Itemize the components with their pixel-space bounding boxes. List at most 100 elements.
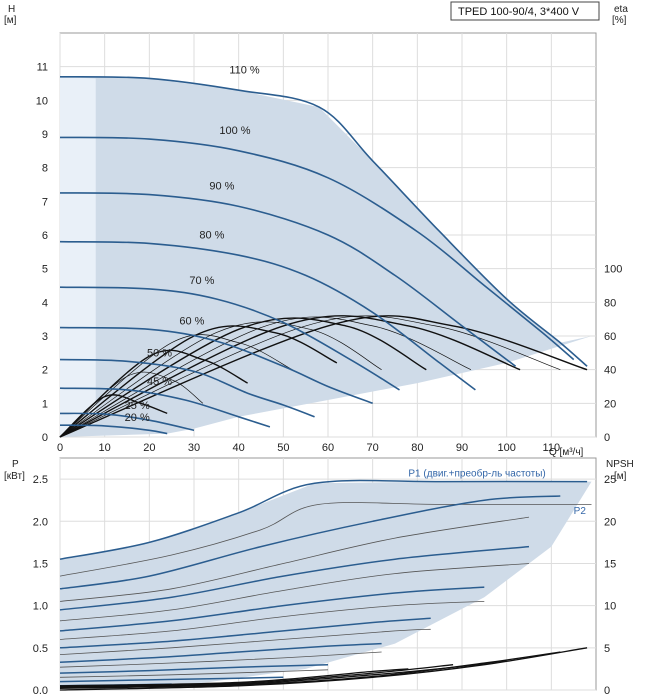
- flow-tick-label: 30: [188, 442, 200, 454]
- head-tick-label: 8: [42, 163, 48, 175]
- npsh-curve: [59, 668, 409, 687]
- p2-curve: [59, 502, 592, 577]
- head-tick-label: 11: [37, 62, 48, 74]
- flow-tick-label: 0: [57, 442, 63, 454]
- head-tick-label: 5: [42, 264, 48, 276]
- head-tick-label: 7: [42, 196, 48, 208]
- flow-tick-label: 40: [233, 442, 245, 454]
- npsh-axis-unit: [м]: [614, 471, 627, 482]
- efficiency-curve: [59, 315, 521, 438]
- efficiency-curve: [59, 334, 293, 438]
- head-low-flow-zone: [60, 76, 96, 438]
- eta-tick-label: 40: [604, 365, 616, 377]
- npsh-curve: [59, 659, 507, 689]
- speed-curve: [59, 240, 476, 391]
- p1-series-label: P1 (двиг.+преобр-ль частоты): [408, 468, 545, 480]
- head-tick-label: 9: [42, 129, 48, 141]
- speed-curve: [59, 76, 588, 367]
- head-operating-envelope: [60, 76, 592, 438]
- efficiency-curve: [59, 321, 382, 438]
- npsh-tick-label: 0: [604, 685, 610, 697]
- head-axis-unit: [м]: [4, 15, 17, 26]
- power-axis-unit: [кВт]: [4, 471, 25, 482]
- npsh-tick-label: 5: [604, 643, 610, 655]
- eta-axis-title: eta: [614, 4, 628, 15]
- speed-curve-label: 50 %: [147, 347, 172, 359]
- flow-axis-label: Q [м³/ч]: [549, 447, 584, 458]
- p1-curve: [59, 617, 431, 649]
- npsh-tick-label: 10: [604, 601, 616, 613]
- npsh-axis-title: NPSH: [606, 459, 634, 470]
- npsh-tick-label: 25: [604, 474, 616, 486]
- eta-tick-label: 80: [604, 297, 616, 309]
- speed-curve: [59, 412, 195, 432]
- head-tick-label: 0: [42, 432, 48, 444]
- p2-curve: [59, 651, 382, 668]
- speed-curve-label: 110 %: [229, 64, 260, 76]
- npsh-tick-label: 15: [604, 558, 616, 570]
- speed-curve: [59, 424, 168, 435]
- flow-tick-label: 100: [497, 442, 515, 454]
- flow-tick-label: 20: [143, 442, 155, 454]
- speed-curve-label: 25 %: [125, 400, 150, 412]
- p1-curve: [59, 545, 530, 611]
- flow-tick-label: 70: [367, 442, 379, 454]
- eta-tick-label: 0: [604, 432, 610, 444]
- power-plot: P1 (двиг.+преобр-ль частоты) P2 0.0 0.5 1.0 1…: [33, 457, 616, 697]
- eta-tick-label: 20: [604, 398, 616, 410]
- power-axis-title: P: [12, 459, 19, 470]
- eta-tick-label: 60: [604, 331, 616, 343]
- speed-curve: [59, 387, 271, 428]
- p1-curve: [59, 642, 382, 663]
- power-tick-label: 0.0: [33, 685, 48, 697]
- p1-curve: [59, 495, 561, 590]
- head-tick-label: 6: [42, 230, 48, 242]
- power-tick-label: 0.5: [33, 643, 48, 655]
- npsh-curve: [59, 647, 588, 691]
- head-tick-label: 2: [42, 365, 48, 377]
- speed-curve-label: 90 %: [209, 181, 234, 193]
- npsh-curve: [59, 664, 454, 688]
- speed-curve-label: 45 %: [147, 376, 172, 388]
- flow-tick-label: 10: [99, 442, 111, 454]
- efficiency-curve: [59, 317, 427, 438]
- efficiency-curve: [59, 315, 588, 438]
- p2-curve: [59, 601, 485, 640]
- p1-curve: [59, 586, 485, 632]
- power-tick-label: 1.0: [33, 601, 48, 613]
- speed-curve-label: 100 %: [219, 125, 250, 137]
- model-label-box: TPED 100-90/4, 3*400 V: [450, 1, 600, 21]
- p1-curve: [59, 663, 329, 674]
- head-axis-title: H: [8, 4, 15, 15]
- efficiency-curve: [59, 325, 338, 438]
- flow-tick-label: 60: [322, 442, 334, 454]
- p1-curve: [59, 479, 588, 560]
- speed-curve-label: 70 %: [189, 275, 214, 287]
- speed-curve-label: 20 %: [125, 412, 150, 424]
- head-tick-label: 10: [36, 95, 48, 107]
- efficiency-curve: [59, 349, 248, 438]
- power-operating-envelope: [60, 481, 592, 688]
- p2-series-label: P2: [574, 506, 587, 517]
- speed-curve: [59, 286, 400, 391]
- speed-curve-label: 60 %: [179, 315, 204, 327]
- power-tick-label: 2.0: [33, 516, 48, 528]
- eta-axis-unit: [%]: [612, 15, 627, 26]
- speed-curve: [59, 358, 315, 418]
- efficiency-curve: [59, 315, 561, 438]
- p2-curve: [59, 628, 431, 655]
- efficiency-curve: [59, 316, 472, 438]
- npsh-tick-label: 20: [604, 516, 616, 528]
- flow-tick-label: 110: [543, 442, 561, 454]
- head-tick-label: 3: [42, 331, 48, 343]
- head-plot: 110 %100 %90 %80 %70 %60 %50 %45 %25 %20…: [36, 32, 622, 454]
- head-tick-label: 1: [42, 398, 48, 410]
- speed-curve: [59, 192, 517, 367]
- flow-tick-label: 90: [456, 442, 468, 454]
- p2-curve: [59, 563, 530, 622]
- speed-curve: [59, 136, 575, 361]
- flow-tick-label: 50: [277, 442, 289, 454]
- p2-curve: [59, 669, 329, 678]
- speed-curve: [59, 326, 373, 405]
